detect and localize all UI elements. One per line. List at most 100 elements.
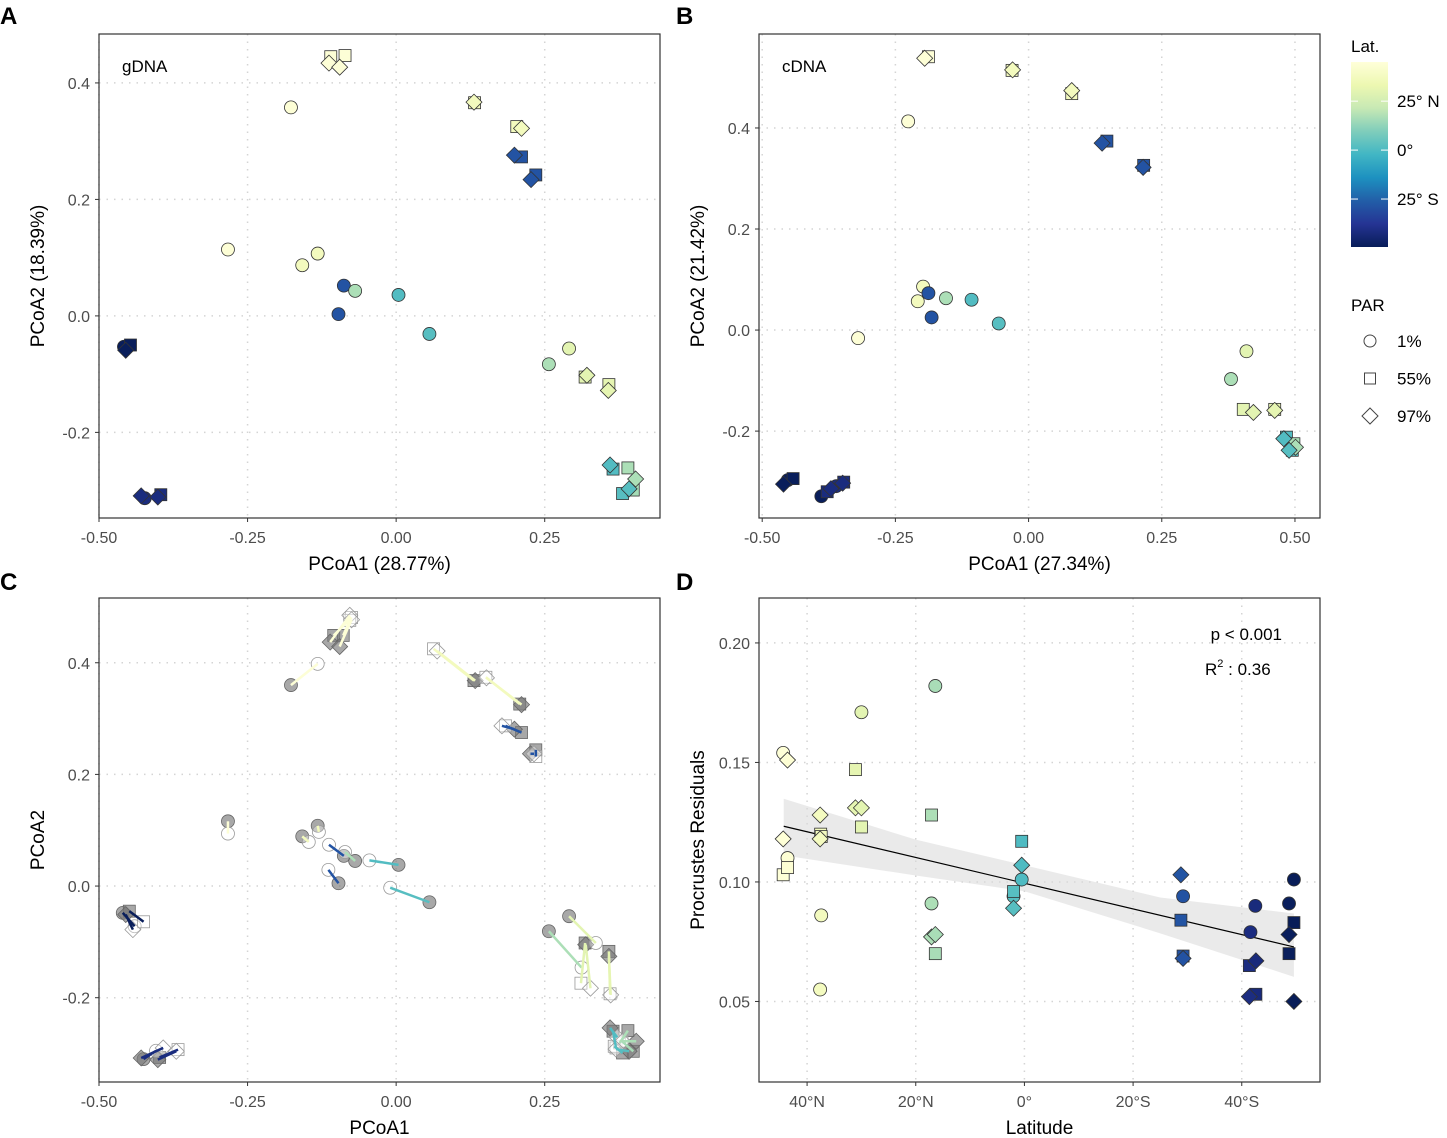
data-point [1004, 61, 1022, 79]
par-diamond-icon [1361, 407, 1379, 425]
data-point [781, 861, 794, 875]
plot-border [758, 33, 1321, 519]
data-point [599, 381, 617, 400]
confidence-band [783, 798, 1294, 977]
y-tick-label: -0.2 [62, 991, 90, 1008]
y-tick-label: 0.2 [68, 767, 90, 784]
data-point [578, 366, 596, 384]
y-tick-label: 0.10 [719, 875, 750, 892]
data-point [620, 480, 638, 498]
x-tick-label: 40°S [1224, 1094, 1259, 1111]
data-point [1014, 872, 1029, 887]
y-axis-label: PCoA2 [28, 810, 49, 870]
procrustes-segment [621, 1040, 635, 1053]
points [117, 49, 645, 506]
data-point [852, 799, 870, 817]
p-value: p < 0.001 [1211, 625, 1282, 644]
data-point [1248, 898, 1263, 913]
data-point [786, 472, 800, 485]
panel-annotation: cDNA [782, 57, 827, 76]
y-tick-label: 0.2 [68, 192, 90, 209]
data-point [621, 461, 635, 475]
data-point [811, 806, 829, 824]
procrustes-segment [369, 859, 399, 867]
data-point [1013, 856, 1031, 874]
par-legend-label: 1% [1397, 332, 1422, 351]
x-tick-label: 0.25 [529, 1094, 560, 1111]
data-point [149, 488, 167, 506]
data-point [331, 58, 349, 76]
y-tick-label: 0.15 [719, 755, 750, 772]
procrustes-segment [128, 910, 145, 923]
data-point [1093, 134, 1111, 152]
data-point [117, 341, 135, 359]
x-tick-label: -0.25 [229, 1094, 266, 1111]
data-point [924, 896, 939, 911]
par-legend-label: 97% [1397, 407, 1431, 426]
points [774, 49, 1305, 504]
procrustes-segment [328, 843, 345, 857]
data-point [1224, 372, 1238, 386]
data-point [1172, 866, 1190, 884]
r2-value: : 0.36 [1223, 660, 1270, 679]
procrustes-segment [344, 851, 356, 862]
procrustes-segment [327, 869, 340, 885]
data-point [1176, 889, 1190, 904]
data-point [1287, 916, 1301, 929]
y-tick-label: 0.0 [728, 323, 750, 340]
data-point [1240, 988, 1258, 1006]
data-point [851, 331, 865, 346]
y-tick-label: 0.0 [68, 879, 90, 896]
procrustes-segment [316, 825, 321, 833]
y-tick-label: -0.2 [62, 425, 90, 442]
regression-line [783, 825, 1295, 948]
x-tick-label: 0° [1017, 1094, 1032, 1111]
x-tick-label: -0.50 [744, 530, 781, 547]
par-legend-label: 55% [1397, 370, 1431, 389]
y-tick-label: 0.20 [719, 636, 750, 653]
procrustes-segment [618, 1029, 629, 1044]
data-point [924, 310, 939, 325]
data-point [331, 307, 346, 322]
data-point [562, 341, 576, 356]
y-tick-label: -0.2 [722, 424, 750, 441]
data-point [939, 291, 953, 306]
data-point [1282, 947, 1296, 961]
data-point [1244, 403, 1262, 421]
data-point [336, 278, 351, 293]
lat-colorbar [1351, 62, 1388, 247]
data-point [1007, 885, 1020, 898]
colorbar-tick-label: 0° [1397, 141, 1413, 160]
data-point [1287, 872, 1301, 887]
x-axis-label: Latitude [1006, 1118, 1074, 1138]
data-point [901, 114, 916, 129]
x-tick-label: 0.00 [381, 530, 412, 547]
procrustes-segment [485, 676, 523, 706]
data-point [1243, 925, 1258, 940]
data-point [422, 327, 437, 341]
panel-b: B -0.50 -0.25 0.00 0.25 0.50 -0.2 0.0 0.2 0.4 PCoA… [676, 3, 1321, 575]
data-point [522, 171, 540, 189]
panel-annotation: gDNA [122, 57, 168, 76]
data-point [1282, 896, 1296, 911]
data-point [814, 908, 829, 923]
x-tick-label: -0.50 [81, 530, 118, 547]
data-point [855, 820, 868, 834]
data-point [813, 982, 828, 997]
x-tick-label: 40°N [789, 1094, 825, 1111]
procrustes-segment [547, 930, 583, 969]
r2-label: R [1205, 660, 1217, 679]
data-point [512, 119, 531, 137]
x-tick-label: 0.00 [1013, 530, 1044, 547]
points [774, 679, 1303, 1011]
procrustes-segment [607, 956, 612, 995]
plot-border [98, 33, 661, 519]
data-point [284, 100, 298, 115]
data-point [964, 292, 979, 307]
y-tick-label: 0.0 [68, 309, 90, 326]
data-point [391, 288, 406, 302]
x-tick-label: -0.50 [81, 1094, 118, 1111]
data-point [221, 242, 235, 257]
data-point [601, 456, 619, 474]
